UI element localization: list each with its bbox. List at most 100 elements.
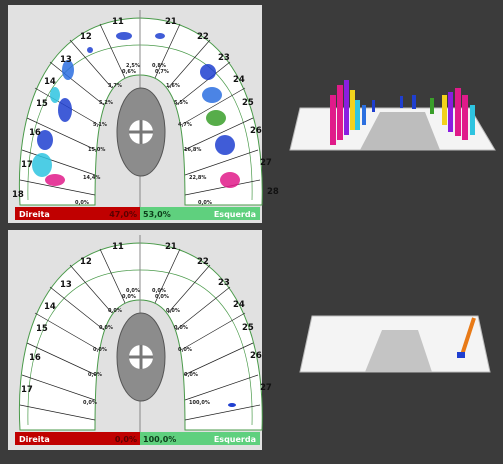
panel: 11121314151617212223242526270,0%0,0%0,0%… [15, 235, 272, 445]
tooth-number: 22 [197, 32, 209, 42]
divider [180, 312, 246, 351]
tooth-percent: 0,6% [122, 69, 136, 75]
contact-spot [220, 172, 240, 188]
tooth-number: 18 [12, 190, 24, 200]
contact-spot [58, 98, 72, 122]
divider [154, 248, 181, 304]
dental-arch [18, 17, 263, 206]
tooth-percent: 100,0% [189, 400, 210, 406]
tooth-number: 23 [218, 53, 230, 63]
tooth-percent: 4,7% [178, 122, 192, 128]
right-bar [15, 207, 140, 220]
tooth-percent: 0,0% [198, 200, 212, 206]
tooth-number: 21 [165, 242, 177, 252]
divider [154, 23, 181, 79]
divider [175, 61, 231, 106]
tooth-percent: 14,4% [83, 175, 100, 181]
cross-h [129, 130, 153, 134]
tooth-percent: 0,0% [122, 294, 136, 300]
tooth-percent: 5,2% [99, 100, 113, 106]
tooth-percent: 0,0% [166, 308, 180, 314]
tooth-percent: 16,8% [184, 147, 201, 153]
left-value: 53,0% [143, 210, 171, 219]
contact-spot [37, 130, 53, 150]
tooth-number: 22 [197, 257, 209, 267]
divider [19, 179, 96, 196]
tooth-percent: 0,0% [88, 372, 102, 378]
tooth-number: 16 [29, 128, 41, 138]
divider [183, 117, 254, 151]
divider [21, 149, 96, 176]
divider [26, 117, 97, 151]
tooth-percent: 0,0% [108, 308, 122, 314]
3d-view-top [289, 80, 496, 151]
tooth-percent: 0,0% [93, 347, 107, 353]
tooth-number: 27 [260, 158, 272, 168]
divider [183, 342, 254, 376]
right-value: 47,0% [109, 210, 137, 219]
tooth-number: 15 [36, 99, 48, 109]
tooth-number: 25 [242, 98, 254, 108]
tooth-number: 27 [260, 383, 272, 393]
divider [34, 312, 100, 351]
divider [99, 248, 126, 304]
contact-spot [87, 47, 93, 53]
tooth-number: 17 [21, 160, 33, 170]
panel: 11 12 13 14 15 16 17 18 21 22 23 24 25 26 27 28 2,5%0,6%… [12, 10, 279, 220]
tooth-number: 26 [250, 351, 262, 361]
tooth-percent: 15,0% [88, 147, 105, 153]
tooth-percent: 2,5% [126, 63, 140, 69]
contact-spot [62, 60, 74, 80]
tooth-percent: 0,0% [178, 347, 192, 353]
tooth-number: 17 [21, 385, 33, 395]
tooth-number: 12 [80, 32, 92, 42]
tooth-percent: 22,8% [189, 175, 206, 181]
tooth-percent: 1,6% [166, 83, 180, 89]
left-label: Esquerda [214, 210, 256, 219]
tooth-number: 26 [250, 126, 262, 136]
divider [184, 149, 259, 176]
divider [69, 264, 113, 314]
left-value: 100,0% [143, 435, 176, 444]
tooth-number: 25 [242, 323, 254, 333]
right-label: Direita [19, 210, 50, 219]
divider [184, 374, 259, 401]
divider [99, 23, 126, 79]
tooth-number: 14 [44, 302, 56, 312]
divider [167, 39, 211, 89]
divider [184, 179, 261, 196]
tooth-number: 11 [112, 242, 124, 252]
contact-spot [206, 110, 226, 126]
tooth-percent: 5,5% [174, 100, 188, 106]
tooth-number: 23 [218, 278, 230, 288]
tooth-number: 15 [36, 324, 48, 334]
tooth-percent: 0,8% [152, 63, 166, 69]
right-bar [15, 432, 140, 445]
3d-view-bottom [299, 315, 491, 373]
tooth-number: 13 [60, 55, 72, 65]
tooth-percent: 0,0% [99, 325, 113, 331]
left-bar [140, 207, 260, 220]
divider [175, 286, 231, 331]
divider [184, 404, 261, 421]
tooth-number: 12 [80, 257, 92, 267]
tooth-number: 14 [44, 77, 56, 87]
left-label: Esquerda [214, 435, 256, 444]
contact-spot [202, 87, 222, 103]
contact-spot [215, 135, 235, 155]
contact-spot [45, 174, 65, 186]
contact-spot [50, 87, 60, 103]
divider [167, 264, 211, 314]
divider [19, 404, 96, 421]
divider [49, 61, 105, 106]
divider [69, 39, 113, 89]
tooth-percent: 0,0% [174, 325, 188, 331]
tooth-percent: 0,0% [155, 294, 169, 300]
tooth-percent: 0,0% [126, 288, 140, 294]
tooth-percent: 3,7% [108, 83, 122, 89]
divider [26, 342, 97, 376]
tooth-percent: 0,0% [75, 200, 89, 206]
divider [180, 87, 246, 126]
right-value: 0,0% [115, 435, 137, 444]
